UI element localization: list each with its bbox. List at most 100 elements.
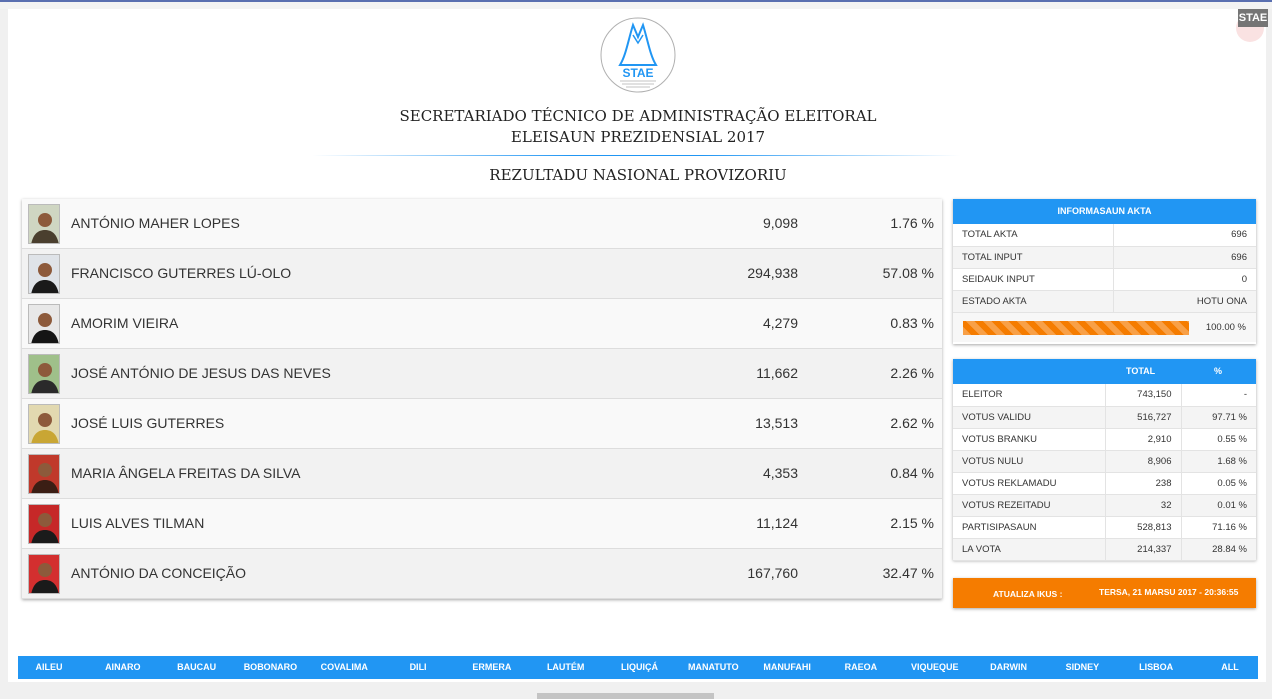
stae-logo: STAE [600,17,676,93]
candidate-votes: 9,098 [762,215,798,231]
corner-badge: STAE [1238,9,1268,27]
candidate-row: FRANCISCO GUTERRES LÚ-OLO 294,938 57.08 % [22,249,942,299]
candidate-portrait-icon [29,355,59,393]
totals-row-label: VOTUS VALIDU [953,406,1105,429]
candidate-votes: 167,760 [747,565,798,581]
candidate-votes: 13,513 [755,415,798,431]
vote-totals-panel: TOTAL % ELEITOR 743,150- VOTUS VALIDU 516,7… [953,359,1256,561]
akta-progress-fill [963,320,1189,335]
candidate-portrait-icon [29,255,59,293]
nav-item[interactable]: COVALIMA [320,662,368,672]
candidate-photo [28,454,60,494]
akta-row: TOTAL AKTA 696 [953,224,1256,247]
nav-item[interactable]: ERMERA [472,662,512,672]
akta-row-label: TOTAL AKTA [953,224,1113,247]
nav-item[interactable]: RAEOA [844,662,878,672]
totals-col-total: TOTAL [1126,366,1156,376]
totals-row-percent: 1.68 % [1180,450,1256,473]
candidate-portrait-icon [29,505,59,543]
akta-row-value: HOTU ONA [1112,290,1256,313]
totals-row-label: VOTUS NULU [953,450,1105,473]
totals-row: LA VOTA 214,337 28.84 % [953,538,1256,561]
candidate-name: JOSÉ ANTÓNIO DE JESUS DAS NEVES [71,365,331,381]
totals-row: PARTISIPASAUN 528,813 71.16 % [953,516,1256,539]
candidate-percent: 0.83 % [890,315,934,331]
totals-row-percent: 71.16 % [1180,516,1256,539]
nav-item[interactable]: VIQUEQUE [910,662,959,672]
candidate-results-list: ANTÓNIO MAHER LOPES 9,098 1.76 % FRANCISCO … [22,199,942,599]
nav-item[interactable]: SIDNEY [1065,662,1100,672]
nav-item[interactable]: AINARO [105,662,141,672]
election-title: ELEISAUN PREZIDENSIAL 2017 [510,128,766,146]
nav-item[interactable]: MANATUTO [687,662,739,672]
frame-left [0,9,8,699]
akta-progress-row: 100.00 % [953,312,1256,342]
akta-row-label: TOTAL INPUT [953,246,1113,269]
candidate-votes: 4,353 [762,465,798,481]
nav-item[interactable]: DILI [409,662,427,672]
totals-row: VOTUS NULU 8,906 1.68 % [953,450,1256,473]
candidate-percent: 2.15 % [890,515,934,531]
akta-table: TOTAL AKTA 696 TOTAL INPUT 696 SEIDAUK INPUT… [953,224,1256,313]
totals-row-label: ELEITOR [953,384,1105,407]
candidate-portrait-icon [29,205,59,243]
candidate-portrait-icon [29,305,59,343]
totals-row-total: 528,813 [1104,516,1181,539]
candidate-row: MARIA ÂNGELA FREITAS DA SILVA 4,353 0.84 % [22,449,942,499]
horizontal-scrollbar-thumb[interactable] [537,693,714,699]
totals-row: VOTUS REKLAMADU 238 0.05 % [953,472,1256,495]
candidate-row: AMORIM VIEIRA 4,279 0.83 % [22,299,942,349]
akta-row: TOTAL INPUT 696 [953,246,1256,269]
totals-table: ELEITOR 743,150- VOTUS VALIDU 516,727 97.71 … [953,384,1256,561]
candidate-photo [28,254,60,294]
candidate-percent: 57.08 % [882,265,934,281]
candidate-percent: 0.84 % [890,465,934,481]
candidate-photo [28,504,60,544]
candidate-votes: 4,279 [762,315,798,331]
last-update-value: TERSA, 21 MARSU 2017 - 20:36:55 [1099,587,1239,597]
akta-info-panel: INFORMASAUN AKTA TOTAL AKTA 696 TOTAL INPU… [953,199,1256,344]
totals-row-label: VOTUS REZEITADU [953,494,1105,517]
candidate-photo [28,304,60,344]
last-update-bar: ATUALIZA IKUS : TERSA, 21 MARSU 2017 - 2… [953,578,1256,608]
nav-item[interactable]: BOBONARO [243,662,298,672]
nav-item[interactable]: DARWIN [990,662,1027,672]
candidate-name: JOSÉ LUIS GUTERRES [71,415,225,431]
akta-row-value: 0 [1112,268,1256,291]
nav-item[interactable]: LAUTÉM [546,662,585,672]
header-divider [312,155,960,156]
candidate-portrait-icon [29,455,59,493]
akta-row-label: ESTADO AKTA [953,290,1113,313]
municipality-nav: AILEU AINARO BAUCAU BOBONARO COVALIMA DILI ERM… [18,656,1258,679]
akta-row-value: 696 [1112,224,1256,247]
candidate-photo [28,554,60,594]
totals-row-total: 743,150 [1104,384,1181,407]
totals-row: VOTUS BRANKU 2,910 0.55 % [953,428,1256,451]
candidate-votes: 294,938 [747,265,798,281]
candidate-name: ANTÓNIO MAHER LOPES [71,215,240,231]
nav-item[interactable]: BAUCAU [177,662,217,672]
nav-item[interactable]: ALL [1221,662,1239,672]
candidate-portrait-icon [29,405,59,443]
totals-row-percent: 97.71 % [1180,406,1256,429]
candidate-portrait-icon [29,555,59,593]
nav-item[interactable]: MANUFAHI [763,662,811,672]
candidate-row: JOSÉ ANTÓNIO DE JESUS DAS NEVES 11,662 2.2… [22,349,942,399]
nav-item[interactable]: LIQUIÇÁ [621,662,658,672]
totals-row-label: PARTISIPASAUN [953,516,1105,539]
akta-row: SEIDAUK INPUT 0 [953,268,1256,291]
totals-row-total: 238 [1104,472,1181,495]
candidate-name: LUIS ALVES TILMAN [71,515,205,531]
candidate-name: FRANCISCO GUTERRES LÚ-OLO [71,265,292,281]
candidate-name: AMORIM VIEIRA [71,315,179,331]
totals-row-percent: 0.05 % [1180,472,1256,495]
candidate-row: ANTÓNIO MAHER LOPES 9,098 1.76 % [22,199,942,249]
nav-item[interactable]: LISBOA [1139,662,1174,672]
totals-header: TOTAL % [953,359,1256,384]
totals-row-total: 214,337 [1104,538,1181,561]
nav-item[interactable]: AILEU [35,662,63,672]
akta-row-value: 696 [1112,246,1256,269]
candidate-photo [28,204,60,244]
last-update-label: ATUALIZA IKUS : [993,589,1063,599]
candidate-percent: 32.47 % [882,565,934,581]
